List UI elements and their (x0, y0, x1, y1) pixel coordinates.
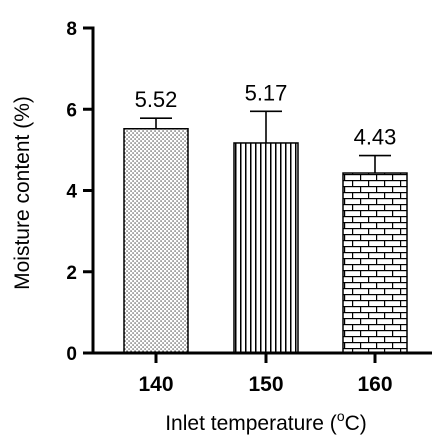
y-tick-label: 6 (66, 100, 77, 121)
y-tick-label: 0 (66, 344, 77, 365)
x-tick-label: 160 (357, 373, 392, 396)
y-axis: 0 2 4 6 8 (66, 19, 95, 365)
bar-140 (123, 128, 189, 354)
y-tick-label: 8 (66, 19, 77, 40)
bars: 5.52 5.17 4.43 (123, 80, 408, 354)
bar-160 (342, 172, 408, 354)
data-label: 5.17 (245, 80, 288, 105)
data-label: 5.52 (135, 87, 178, 112)
x-axis: 140 150 160 (91, 351, 432, 396)
x-tick-label: 140 (138, 373, 173, 396)
data-label: 4.43 (354, 125, 397, 150)
x-tick-label: 150 (248, 373, 283, 396)
y-axis-title: Moisture content (%) (11, 96, 34, 290)
x-axis-title: Inlet temperature (oC) (165, 408, 367, 435)
bar-150 (233, 142, 299, 354)
y-tick-label: 2 (66, 263, 77, 284)
y-tick-label: 4 (66, 182, 77, 203)
